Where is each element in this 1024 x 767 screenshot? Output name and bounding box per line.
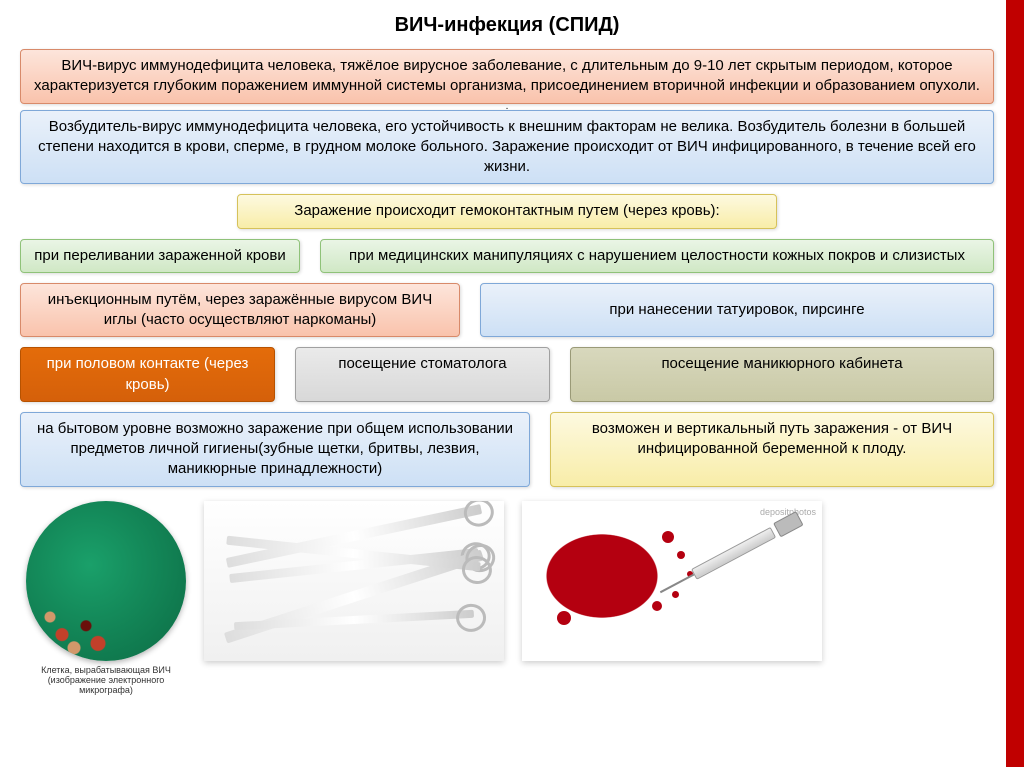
- page-title: ВИЧ-инфекция (СПИД): [20, 14, 994, 37]
- row-injection-tattoo: инъекционным путём, через заражённые вир…: [20, 283, 994, 338]
- route-tattoo: при нанесении татуировок, пирсинге: [480, 283, 994, 338]
- blood-drop: [557, 611, 571, 625]
- route-dentist: посещение стоматолога: [295, 347, 550, 402]
- surgical-tools-image: [204, 501, 504, 661]
- route-medical: при медицинских манипуляциях с нарушение…: [320, 239, 994, 273]
- route-injection: инъекционным путём, через заражённые вир…: [20, 283, 460, 338]
- blood-drop: [662, 531, 674, 543]
- separator-dot: .: [20, 104, 994, 110]
- right-accent-bar: [1006, 0, 1024, 767]
- blood-drop: [677, 551, 685, 559]
- micrograph-caption: Клетка, вырабатывающая ВИЧ (изображение …: [26, 665, 186, 695]
- definition-box: ВИЧ-вирус иммунодефицита человека, тяжёл…: [20, 49, 994, 104]
- row-transfusion-medical: при переливании зараженной крови при мед…: [20, 239, 994, 273]
- route-transfusion: при переливании зараженной крови: [20, 239, 300, 273]
- blood-syringe-image: depositphotos: [522, 501, 822, 661]
- transmission-header-box: Заражение происходит гемоконтактным путе…: [237, 194, 777, 228]
- pathogen-box: Возбудитель-вирус иммунодефицита человек…: [20, 110, 994, 185]
- route-sexual: при половом контакте (через кровь): [20, 347, 275, 402]
- route-manicure: посещение маникюрного кабинета: [570, 347, 994, 402]
- images-row: Клетка, вырабатывающая ВИЧ (изображение …: [20, 501, 994, 695]
- slide-content: ВИЧ-инфекция (СПИД) ВИЧ-вирус иммунодефи…: [0, 0, 1024, 705]
- row-sexual-dentist-manicure: при половом контакте (через кровь) посещ…: [20, 347, 994, 402]
- route-household: на бытовом уровне возможно заражение при…: [20, 412, 530, 487]
- tool-shape: [234, 609, 474, 630]
- route-vertical: возможен и вертикальный путь заражения -…: [550, 412, 994, 487]
- blood-drop: [652, 601, 662, 611]
- micrograph-container: Клетка, вырабатывающая ВИЧ (изображение …: [26, 501, 186, 695]
- blood-drop: [672, 591, 679, 598]
- row-household-vertical: на бытовом уровне возможно заражение при…: [20, 412, 994, 487]
- micrograph-image: [26, 501, 186, 661]
